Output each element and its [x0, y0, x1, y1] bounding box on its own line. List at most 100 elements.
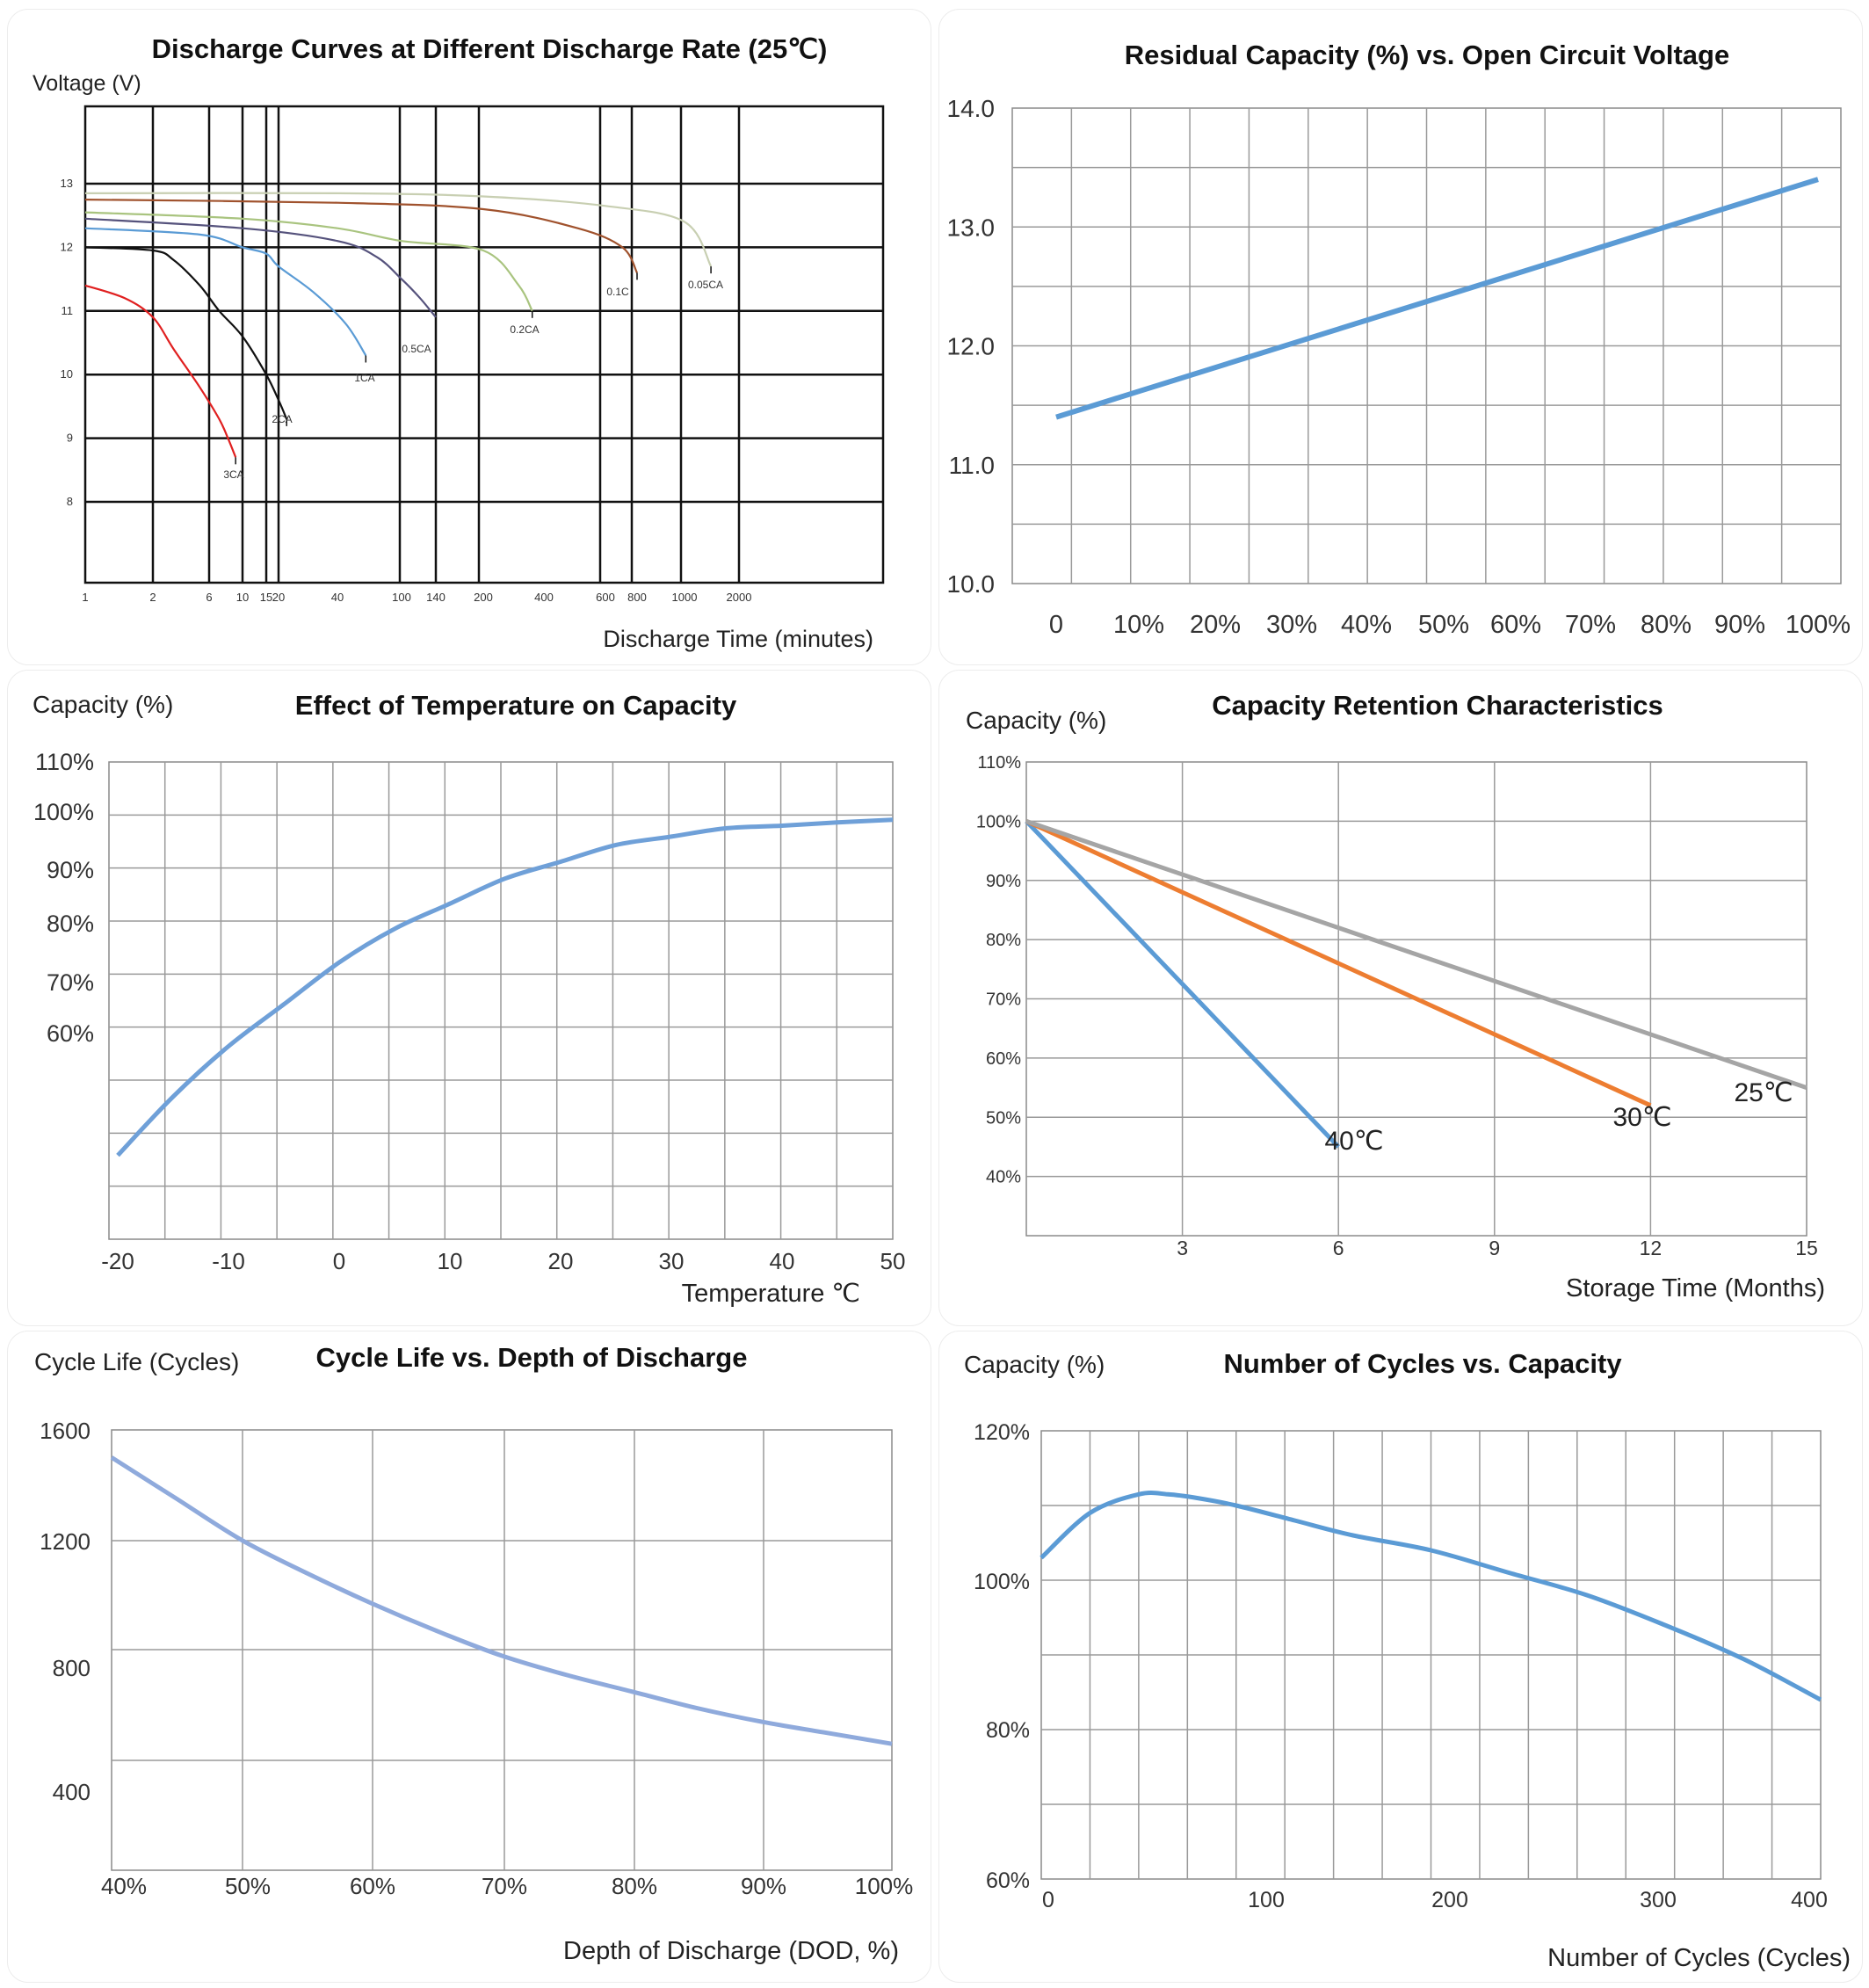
x-tick-label: 30	[659, 1248, 685, 1274]
x-tick-label: 200	[1431, 1888, 1468, 1912]
x-tick-label: 60%	[1490, 611, 1541, 639]
y-tick-label: 100%	[33, 799, 94, 825]
x-tick-label: 50	[880, 1248, 906, 1274]
y-tick-label: 400	[53, 1779, 91, 1805]
x-tick-label: 40	[770, 1248, 795, 1274]
chart-title: Cycle Life vs. Depth of Discharge	[316, 1342, 748, 1373]
chart-temperature: 110% 100% 90% 80% 70% 60% -20 -10 0 10 20 30 40 50 Eff…	[33, 690, 906, 1308]
y-tick-label: 12	[61, 240, 73, 253]
series-label: 0.05CA	[688, 279, 723, 291]
series-line-1	[1025, 819, 1652, 1108]
series-label: 3CA	[223, 468, 243, 481]
x-axis-label: Depth of Discharge (DOD, %)	[563, 1937, 899, 1965]
y-tick-label: 1600	[40, 1418, 91, 1444]
series-line-ocv	[1055, 177, 1819, 420]
x-tick-label: 140	[426, 591, 446, 604]
x-axis-label: Temperature ℃	[682, 1280, 860, 1308]
y-axis-label: Capacity (%)	[33, 691, 173, 718]
y-axis-label: Capacity (%)	[964, 1351, 1105, 1378]
y-tick-label: 120%	[974, 1420, 1030, 1445]
x-tick-label: 20	[548, 1248, 574, 1274]
chart-cycles-capacity: 120% 100% 80% 60% 0 100 200 300 400 Number of Cyc…	[964, 1348, 1851, 1972]
x-tick-label: 10	[438, 1248, 463, 1274]
x-tick-label: 100%	[1786, 611, 1851, 639]
x-tick-label: 40	[331, 591, 344, 604]
x-tick-label: 0	[1042, 1888, 1054, 1912]
x-tick-label: 200	[474, 591, 493, 604]
x-tick-label: 1	[82, 591, 88, 604]
x-tick-label: 10	[236, 591, 249, 604]
series-label: 1CA	[354, 372, 374, 384]
x-tick-label: 70%	[1565, 611, 1616, 639]
chart-title: Number of Cycles vs. Capacity	[1223, 1348, 1622, 1379]
y-tick-label: 110%	[35, 749, 94, 775]
y-tick-label: 10	[61, 367, 73, 381]
y-axis-label: Cycle Life (Cycles)	[34, 1348, 239, 1375]
chart-retention: 110% 100% 90% 80% 70% 60% 50% 40% 3 6 9 12 15 Capacit…	[966, 690, 1825, 1302]
x-tick-label: 90%	[741, 1873, 786, 1899]
plot-frame	[83, 105, 885, 584]
series-line-0.5CA	[84, 217, 437, 318]
series-line-cycles	[1040, 1491, 1822, 1702]
y-tick-label: 80%	[986, 1718, 1030, 1743]
x-tick-label: 3	[1177, 1237, 1188, 1259]
panel-cycles-capacity: 120% 100% 80% 60% 0 100 200 300 400 Number of Cyc…	[938, 1331, 1863, 1983]
series-label: 0.5CA	[402, 343, 431, 355]
x-tick-label: 2	[149, 591, 156, 604]
x-tick-label: 30%	[1266, 611, 1317, 639]
y-tick-label: 100%	[974, 1570, 1030, 1594]
chart-title: Effect of Temperature on Capacity	[295, 690, 737, 721]
x-tick-label: 15	[1795, 1237, 1818, 1259]
y-tick-label: 60%	[986, 1049, 1021, 1069]
series-line-2	[1025, 819, 1807, 1090]
x-axis-label: Number of Cycles (Cycles)	[1547, 1944, 1851, 1972]
x-tick-label: 300	[1640, 1888, 1677, 1912]
y-tick-label: 13	[61, 177, 73, 190]
x-tick-label: 0	[1049, 611, 1063, 639]
x-tick-label: 50%	[225, 1873, 271, 1899]
y-tick-label: 60%	[47, 1020, 94, 1047]
y-tick-label: 80%	[47, 911, 94, 937]
series-label: 0.1C	[606, 286, 629, 298]
y-axis-label: Voltage (V)	[33, 71, 141, 96]
x-tick-label: 20	[272, 591, 285, 604]
panel-retention: 110% 100% 90% 80% 70% 60% 50% 40% 3 6 9 12 15 Capacit…	[938, 670, 1863, 1326]
x-tick-label: 40%	[1341, 611, 1392, 639]
y-tick-label: 11	[62, 304, 74, 317]
x-tick-label: 100	[392, 591, 411, 604]
x-tick-label: 80%	[612, 1873, 657, 1899]
y-tick-label: 14.0	[947, 95, 996, 122]
y-tick-label: 11.0	[949, 452, 995, 479]
y-tick-label: 90%	[986, 872, 1021, 891]
x-tick-label: 12	[1640, 1237, 1663, 1259]
x-tick-label: 20%	[1190, 611, 1241, 639]
x-tick-label: 9	[1489, 1237, 1500, 1259]
series-line-0.2CA	[84, 211, 533, 312]
x-tick-label: 40%	[101, 1873, 147, 1899]
x-tick-label: 50%	[1418, 611, 1469, 639]
x-tick-label: -10	[212, 1248, 245, 1274]
series-label: 2CA	[272, 413, 292, 425]
x-tick-label: 1000	[672, 591, 698, 604]
series-line-0.05CA	[84, 192, 713, 267]
x-tick-label: 800	[627, 591, 647, 604]
y-tick-label: 70%	[986, 990, 1021, 1010]
x-tick-label: 80%	[1641, 611, 1692, 639]
panel-ocv: 14.0 13.0 12.0 11.0 10.0 0 10% 20% 30% 40% 50% 60% 7…	[938, 9, 1863, 665]
x-tick-label: 100	[1248, 1888, 1285, 1912]
chart-title: Capacity Retention Characteristics	[1212, 690, 1663, 721]
y-tick-label: 40%	[986, 1168, 1021, 1187]
series-line-0	[1025, 819, 1341, 1149]
y-tick-label: 12.0	[947, 333, 996, 360]
series-label: 30℃	[1612, 1103, 1671, 1132]
chart-title: Residual Capacity (%) vs. Open Circuit V…	[1125, 40, 1729, 70]
panel-discharge-curves: 13 12 11 10 9 8 1 2 6 10 15 20 40 100 140 200 400 600 800 1…	[7, 9, 931, 665]
x-tick-label: 6	[206, 591, 212, 604]
series-line-temperature	[116, 817, 894, 1157]
x-tick-label: 60%	[350, 1873, 395, 1899]
y-tick-label: 80%	[986, 931, 1021, 950]
x-axis-label: Discharge Time (minutes)	[603, 626, 873, 652]
panel-temperature: 110% 100% 90% 80% 70% 60% -20 -10 0 10 20 30 40 50 Eff…	[7, 670, 931, 1326]
x-tick-label: 15	[260, 591, 272, 604]
series-label: 40℃	[1324, 1127, 1383, 1156]
